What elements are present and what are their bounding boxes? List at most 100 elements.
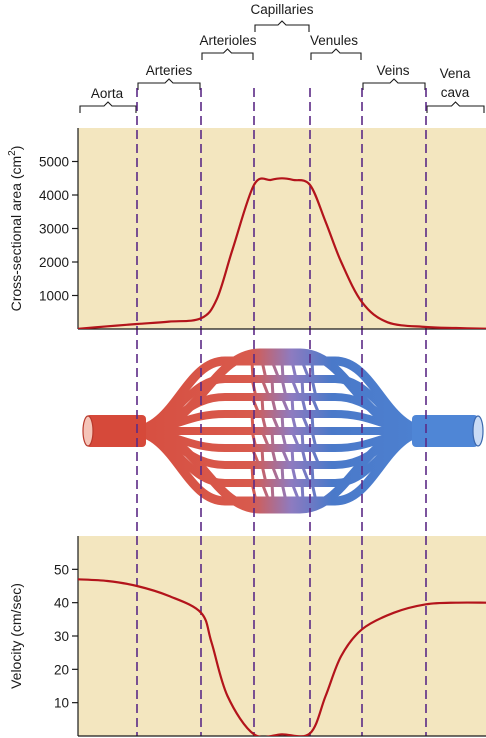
capillary-segment <box>280 412 285 433</box>
segment-bracket <box>362 78 426 90</box>
capillary-segment <box>250 359 255 381</box>
capillary-segment <box>300 359 311 381</box>
capillary-segment <box>250 395 261 416</box>
capillary-segment <box>290 359 298 381</box>
velocity-panel-background <box>78 536 486 736</box>
capillary-segment <box>260 463 268 485</box>
capillary-segment <box>310 359 315 381</box>
capillary-segment <box>310 395 321 416</box>
y-tick-label: 1000 <box>39 289 69 304</box>
segment-label: Arteries <box>146 63 193 78</box>
capillary-segment <box>270 377 275 399</box>
capillary-segment <box>250 446 261 467</box>
segment-label: Veins <box>376 63 409 78</box>
capillary-segment <box>260 395 265 416</box>
capillary-segment <box>260 412 268 433</box>
capillary-segment <box>310 412 315 433</box>
capillary-segment <box>280 395 291 416</box>
vessel-outer-branch <box>145 426 415 514</box>
capillary-segment <box>280 463 285 485</box>
capillary-segment <box>260 377 271 399</box>
y-tick-label: 40 <box>54 596 69 611</box>
segment-bracket <box>201 48 254 60</box>
y-axis-title: Cross-sectional area (cm2) <box>7 146 24 312</box>
capillary-segment <box>310 463 315 485</box>
capillary-segment <box>290 446 295 467</box>
vessel-network-illustration <box>82 348 484 514</box>
segment-bracket <box>137 78 201 90</box>
segment-labels: Aorta Arteries Arterioles Capillaries Venule… <box>79 2 485 113</box>
y-tick-label: 3000 <box>39 222 69 237</box>
capillary-segment <box>260 359 268 381</box>
segment-label: Venules <box>310 33 358 48</box>
segment-label: Arterioles <box>199 33 256 48</box>
capillary-segment <box>290 377 301 399</box>
capillary-segment <box>290 429 301 450</box>
segment-label: Vena <box>440 66 471 81</box>
segment-label: Aorta <box>91 86 124 101</box>
capillary-segment <box>250 463 255 485</box>
segment-bracket <box>426 101 485 113</box>
segment-vena-cava: Vena cava <box>426 66 485 113</box>
capillary-segment <box>250 481 258 503</box>
segment-label: Capillaries <box>250 2 313 17</box>
y-tick-label: 2000 <box>39 255 69 270</box>
capillary-segment <box>300 395 308 416</box>
capillary-segment <box>300 446 308 467</box>
series-line-0 <box>78 177 486 329</box>
capillary-segment <box>300 481 305 503</box>
capillary-segment <box>260 481 271 503</box>
capillary-segment <box>300 412 311 433</box>
segment-label: cava <box>441 85 470 100</box>
capillary-segment <box>270 359 281 381</box>
capillary-segment <box>280 377 288 399</box>
vessel-branch <box>125 426 435 506</box>
segment-aorta: Aorta <box>79 86 137 113</box>
series-line-0 <box>78 578 486 736</box>
capillary-segment <box>270 429 275 450</box>
capillary-segment <box>310 377 318 399</box>
y-tick-label: 5000 <box>39 155 69 170</box>
capillary-segment <box>310 429 318 450</box>
y-tick-label: 20 <box>54 662 69 677</box>
segment-bracket <box>79 101 137 113</box>
segment-venules: Venules <box>310 33 362 60</box>
area-panel-background <box>78 128 486 329</box>
segment-bracket <box>254 20 310 32</box>
capillary-segment <box>280 481 288 503</box>
capillary-segment <box>260 446 265 467</box>
y-tick-label: 50 <box>54 562 69 577</box>
segment-arterioles: Arterioles <box>199 33 257 60</box>
capillary-segment <box>270 463 281 485</box>
aorta-vessel <box>86 415 146 447</box>
capillary-segment <box>290 481 301 503</box>
segment-bracket <box>310 48 362 60</box>
capillary-segment <box>270 395 278 416</box>
y-axis-title: Velocity (cm/sec) <box>8 583 24 689</box>
segment-arteries: Arteries <box>137 63 201 90</box>
vessel-outer-branch <box>145 348 415 436</box>
capillary-segment <box>280 359 285 381</box>
vena-cava-vessel <box>412 415 478 447</box>
capillary-segment <box>300 429 305 450</box>
capillary-segment <box>260 429 271 450</box>
capillary-segment <box>280 429 288 450</box>
capillary-segment <box>300 463 311 485</box>
aorta-opening <box>82 415 94 447</box>
capillary-segment <box>290 463 298 485</box>
vena-cava-opening <box>472 415 484 447</box>
y-tick-label: 30 <box>54 629 69 644</box>
capillary-segment <box>270 481 275 503</box>
velocity-chart: 10 20 30 40 50 Velocity (cm/sec) <box>8 536 486 737</box>
capillary-segment <box>280 446 291 467</box>
capillary-segment <box>290 412 298 433</box>
capillary-segment <box>270 446 278 467</box>
capillary-segment <box>270 412 281 433</box>
cross-sectional-area-chart: 1000 2000 3000 4000 5000 Cross-sectional area… <box>7 128 486 330</box>
capillary-segment <box>310 481 318 503</box>
capillary-segment <box>250 412 255 433</box>
y-tick-label: 4000 <box>39 188 69 203</box>
capillary-segment <box>310 446 321 467</box>
capillary-segment <box>300 377 305 399</box>
